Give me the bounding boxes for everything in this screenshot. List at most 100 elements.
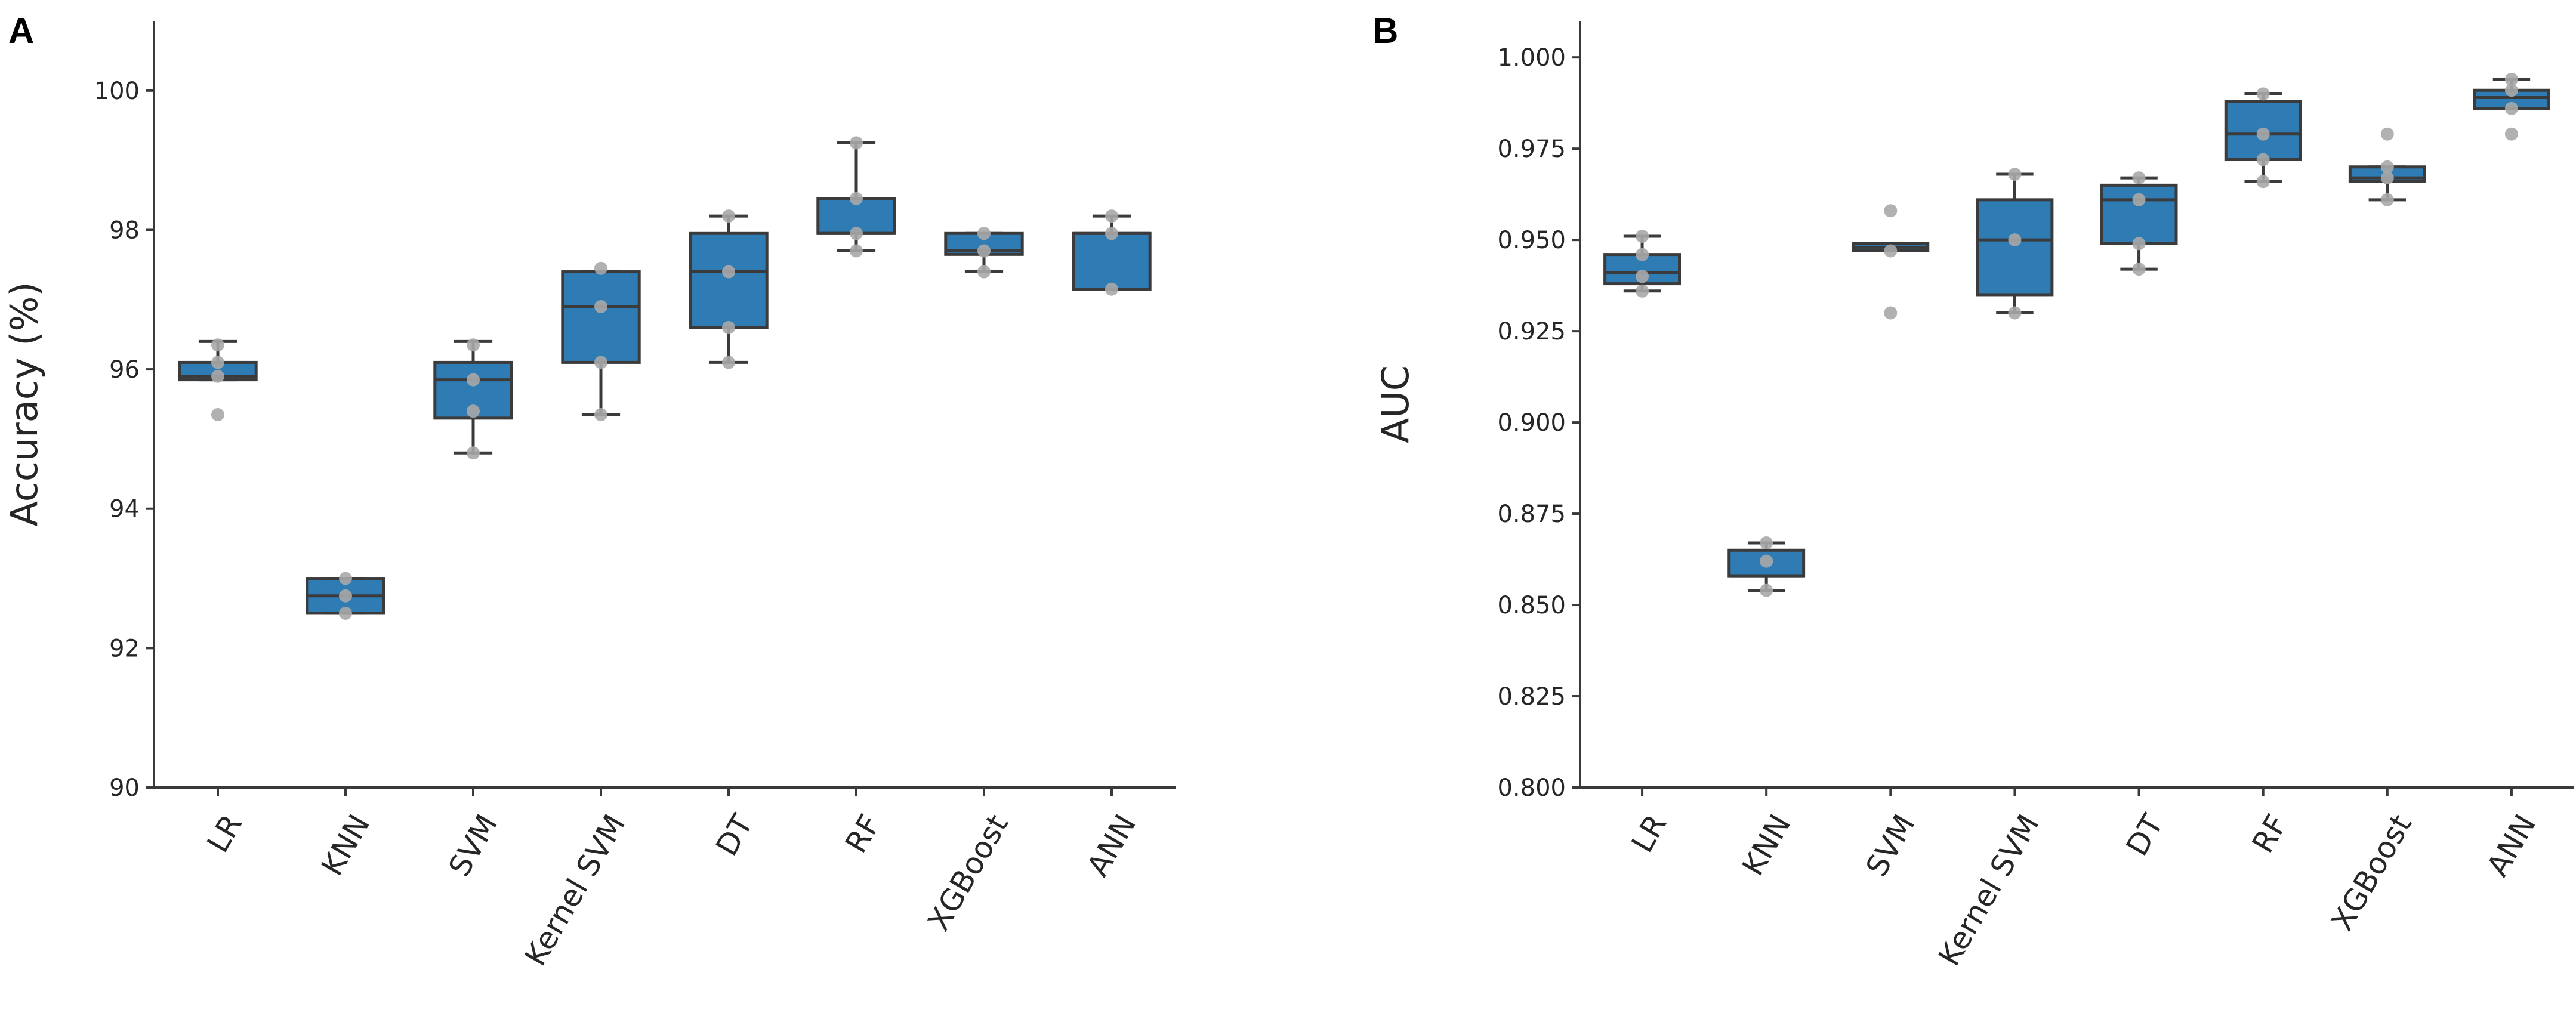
y-tick-label: 0.950	[1497, 227, 1566, 254]
data-point	[211, 408, 224, 422]
data-point	[1884, 204, 1898, 218]
panel-a: A 90 92 94 96 98 100 Accuracy (%) LR KNN SVM Kerne…	[2, 11, 1176, 972]
y-tick-label: 100	[94, 78, 140, 105]
y-tick-label: 98	[109, 217, 140, 244]
data-point	[2256, 127, 2270, 141]
data-point	[594, 408, 607, 422]
data-point	[2008, 233, 2022, 247]
x-tick-label: RF	[2245, 808, 2294, 858]
x-tick-label: DT	[709, 808, 760, 861]
data-point	[2008, 168, 2022, 181]
data-point	[1760, 583, 1773, 597]
data-point	[1105, 282, 1118, 296]
data-point	[467, 404, 480, 418]
data-point	[2132, 237, 2146, 251]
data-point	[339, 572, 352, 585]
data-point	[339, 589, 352, 603]
data-point	[2132, 193, 2146, 206]
x-tick-label: ANN	[1081, 808, 1143, 882]
data-point	[2132, 263, 2146, 276]
data-point	[722, 265, 735, 279]
box	[561, 270, 641, 364]
box	[1976, 198, 2054, 297]
x-tick-label: RF	[838, 808, 887, 858]
data-point	[977, 244, 991, 258]
data-point	[2256, 175, 2270, 189]
data-point	[977, 227, 991, 240]
box	[1072, 231, 1152, 291]
data-point	[2380, 171, 2394, 185]
data-point	[2380, 127, 2394, 141]
y-tick-label: 0.975	[1497, 135, 1566, 163]
y-axis-title: AUC	[1374, 365, 1417, 443]
data-point	[2008, 306, 2022, 320]
data-point	[850, 192, 863, 205]
data-point	[722, 209, 735, 223]
data-point	[1884, 244, 1898, 258]
data-point	[1105, 227, 1118, 240]
data-point	[1636, 248, 1649, 261]
y-tick-label: 0.850	[1497, 592, 1566, 619]
x-tick-label: XGBoost	[2325, 808, 2418, 936]
x-tick-label: XGBoost	[921, 808, 1015, 936]
data-point	[850, 136, 863, 150]
y-tick-label: 0.900	[1497, 409, 1566, 437]
data-point	[1760, 554, 1773, 568]
y-tick-label: 0.925	[1497, 318, 1566, 345]
data-point	[977, 265, 991, 279]
data-point	[1105, 209, 1118, 223]
data-point	[594, 261, 607, 275]
data-point	[2256, 153, 2270, 166]
x-tick-label: SVM	[442, 808, 504, 882]
data-point	[594, 356, 607, 369]
x-tick-label: KNN	[314, 808, 377, 881]
data-point	[2504, 72, 2518, 86]
data-point	[2380, 193, 2394, 206]
data-point	[211, 369, 224, 383]
panel-a-label: A	[8, 11, 34, 51]
data-point	[2504, 101, 2518, 115]
panel-b-label: B	[1372, 11, 1398, 51]
data-point	[467, 338, 480, 352]
data-point	[467, 446, 480, 460]
data-point	[722, 321, 735, 334]
data-point	[1636, 230, 1649, 243]
data-point	[2256, 87, 2270, 101]
y-tick-label: 90	[109, 774, 140, 802]
x-tick-label: SVM	[1859, 808, 1922, 882]
x-tick-label: KNN	[1735, 808, 1797, 881]
data-point	[211, 338, 224, 352]
data-point	[2132, 171, 2146, 185]
data-point	[594, 299, 607, 313]
x-tick-label: Kernel SVM	[518, 808, 632, 971]
y-tick-label: 0.825	[1497, 683, 1566, 711]
x-tick-label: DT	[2120, 808, 2170, 861]
data-point	[1884, 306, 1898, 320]
x-tick-label: ANN	[2480, 808, 2543, 882]
data-point	[850, 244, 863, 258]
x-tick-label: LR	[200, 808, 249, 858]
data-point	[467, 373, 480, 387]
data-point	[722, 356, 735, 369]
data-point	[2504, 127, 2518, 141]
y-tick-label: 92	[109, 635, 140, 662]
data-point	[339, 606, 352, 620]
y-tick-label: 0.875	[1497, 501, 1566, 528]
y-tick-label: 96	[109, 356, 140, 384]
data-point	[1636, 270, 1649, 283]
data-point	[2504, 84, 2518, 97]
x-tick-label: Kernel SVM	[1932, 808, 2046, 971]
data-point	[2380, 160, 2394, 174]
y-tick-label: 94	[109, 496, 140, 523]
y-tick-label: 1.000	[1497, 44, 1566, 72]
x-tick-label: LR	[1625, 808, 1674, 858]
data-point	[211, 356, 224, 369]
data-point	[850, 227, 863, 240]
y-tick-label: 0.800	[1497, 774, 1566, 802]
box	[689, 231, 769, 329]
data-point	[1760, 536, 1773, 550]
y-axis-title: Accuracy (%)	[2, 282, 46, 526]
data-point	[1636, 284, 1649, 298]
panel-b: B 0.800 0.825 0.850 0.875 0.900 0.925 0.950 0.9…	[1372, 11, 2574, 972]
